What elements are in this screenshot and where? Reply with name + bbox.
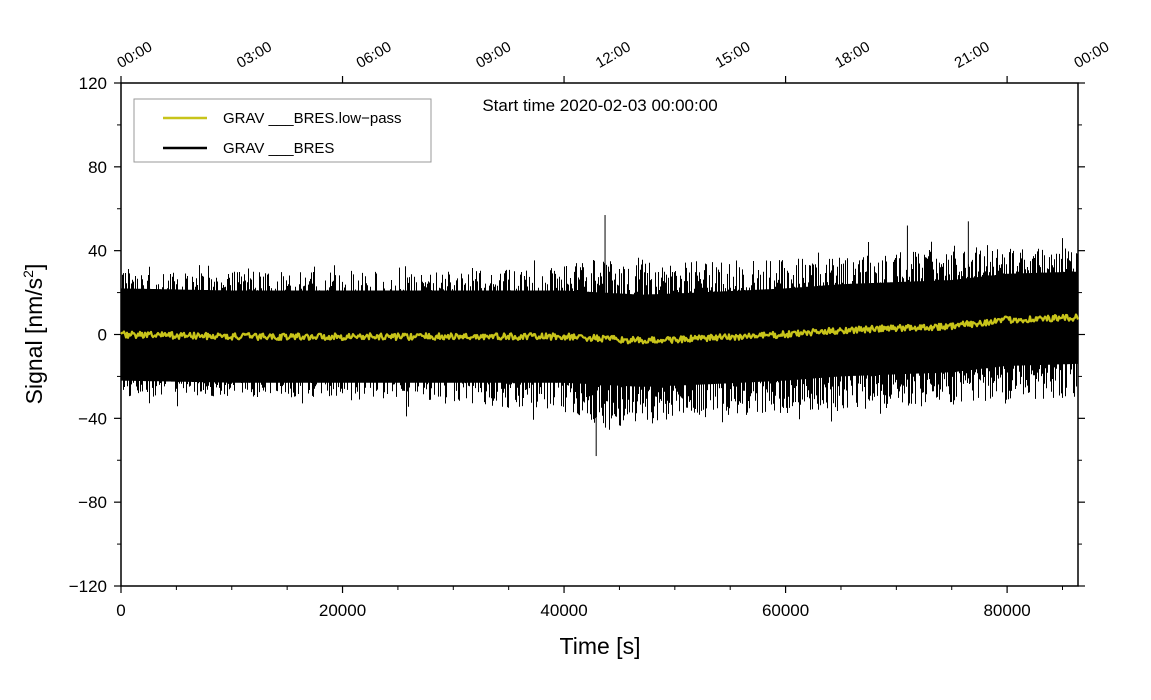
top-time-label: 03:00 [234,38,275,71]
top-time-label: 15:00 [712,38,753,71]
top-time-label: 21:00 [952,38,993,71]
legend-label-lowpass: GRAV ___BRES.low−pass [223,110,402,127]
x-axis-title: Time [s] [560,633,641,659]
y-tick-label: −40 [78,409,107,428]
y-tick-label: −80 [78,493,107,512]
top-time-axis: 00:00 03:00 06:00 09:00 12:00 15:00 18:00 21:00… [114,38,1112,71]
top-time-label: 00:00 [1071,38,1112,71]
y-axis: −120 −80 −40 0 40 80 120 [69,74,1085,596]
start-time-annotation: Start time 2020-02-03 00:00:00 [482,96,717,115]
y-tick-label: −120 [69,577,107,596]
x-tick-label: 60000 [762,601,809,620]
x-tick-label: 0 [116,601,125,620]
y-axis-title-end: ] [21,264,47,270]
top-time-label: 00:00 [114,38,155,71]
y-tick-label: 40 [88,242,107,261]
legend-label-raw: GRAV ___BRES [223,140,334,157]
top-time-label: 18:00 [832,38,873,71]
top-time-label: 12:00 [593,38,634,71]
x-axis: 0 20000 40000 60000 80000 [116,76,1063,620]
lowpass-series-line [120,313,1080,345]
y-axis-title: Signal [nm/s2] [20,264,47,405]
y-tick-label: 120 [79,74,107,93]
legend: GRAV ___BRES.low−pass GRAV ___BRES [133,98,432,163]
y-axis-title-superscript: 2 [20,270,36,278]
x-tick-label: 20000 [319,601,366,620]
x-tick-label: 80000 [983,601,1030,620]
top-time-label: 06:00 [353,38,394,71]
lowpass-series-layer [120,313,1080,345]
legend-box [133,98,432,163]
x-tick-label: 40000 [540,601,587,620]
y-tick-label: 80 [88,158,107,177]
y-tick-label: 0 [98,326,107,345]
top-time-label: 09:00 [473,38,514,71]
y-axis-title-main: Signal [nm/s [21,278,47,405]
raw-series-layer [121,215,1078,457]
